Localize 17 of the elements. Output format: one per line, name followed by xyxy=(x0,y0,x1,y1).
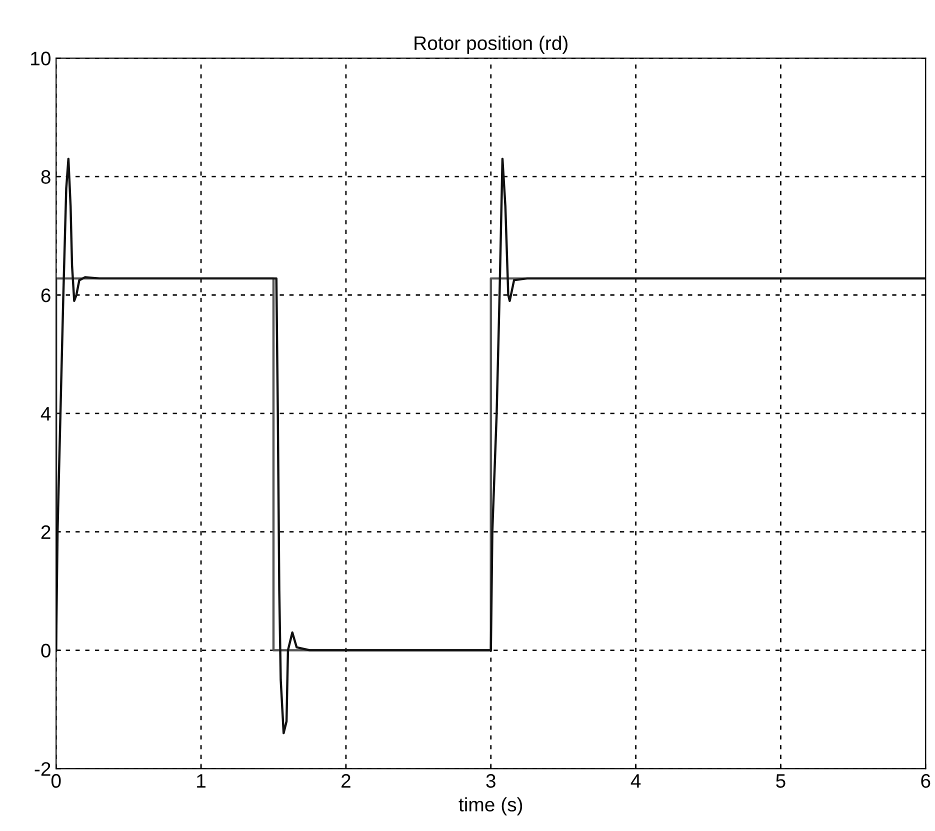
y-tick-label: 0 xyxy=(41,644,50,658)
x-tick-label: 6 xyxy=(921,774,930,788)
y-tick-label: 8 xyxy=(41,170,50,184)
x-tick-label: 2 xyxy=(342,774,350,788)
x-tick-label: 0 xyxy=(51,774,61,788)
chart-title: Rotor position (rd) xyxy=(414,36,568,54)
y-tick-label: 4 xyxy=(40,407,51,420)
y-tick-label: 6 xyxy=(41,288,50,302)
line-series xyxy=(56,158,926,734)
x-tick-label: 1 xyxy=(197,774,206,788)
y-tick-label: 10 xyxy=(31,52,50,66)
y-tick-label: -2 xyxy=(34,762,50,776)
x-tick-label: 4 xyxy=(630,774,641,788)
x-tick-label: 3 xyxy=(486,774,496,788)
x-tick-label: 5 xyxy=(776,774,786,788)
y-tick-label: 2 xyxy=(41,525,50,539)
x-axis-title: time (s) xyxy=(458,797,522,816)
